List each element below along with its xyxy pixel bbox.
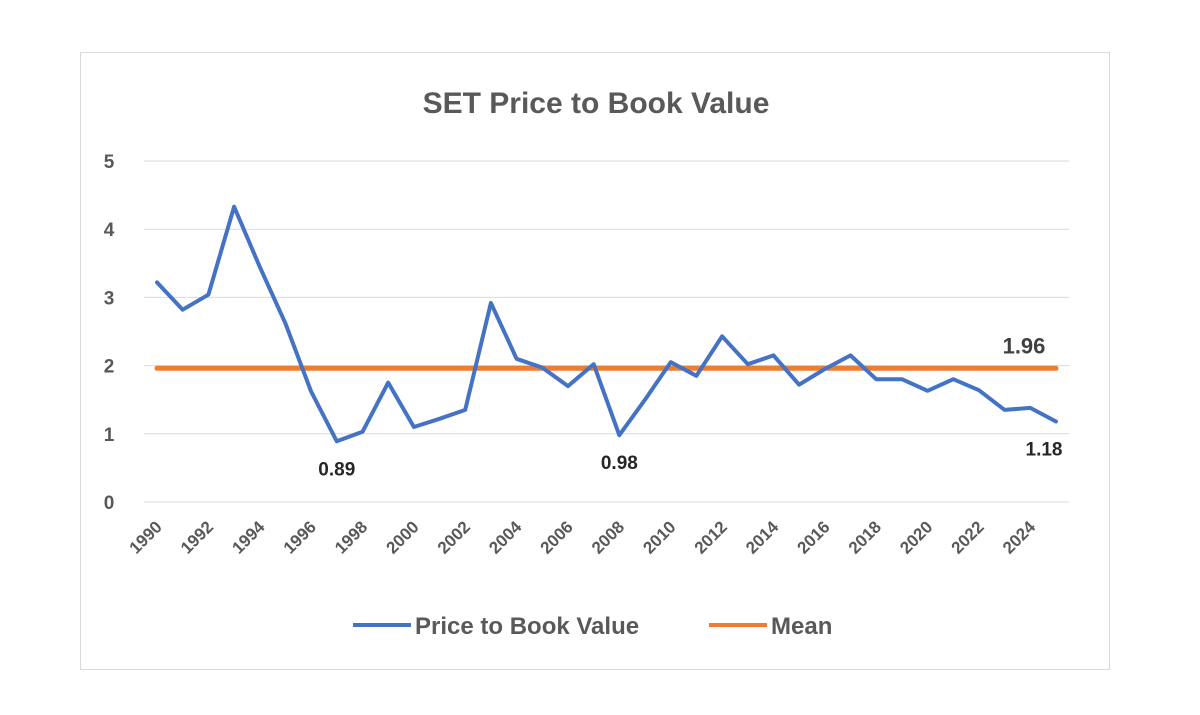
grid (144, 160, 1069, 503)
legend-label-mean: Mean (771, 613, 832, 640)
x-tick-label: 2014 (742, 517, 783, 558)
y-tick-label: 5 (104, 152, 115, 173)
series (154, 204, 1059, 444)
x-tick-label: 1992 (177, 517, 217, 557)
data-label: 0.89 (318, 459, 355, 480)
x-tick-label: 2002 (434, 517, 474, 557)
x-tick-label: 2010 (639, 517, 679, 557)
x-tick-label: 2016 (793, 517, 833, 557)
x-axis-ticks: 1990 1992 1994 1996 1998 2000 2002 2004 2006 2008… (126, 517, 1040, 558)
x-tick-label: 2020 (896, 517, 936, 557)
x-tick-label: 1996 (280, 517, 320, 557)
chart-title: SET Price to Book Value (423, 87, 770, 120)
data-label: 1.18 (1026, 440, 1063, 461)
x-tick-label: 2006 (537, 517, 577, 557)
y-tick-label: 3 (104, 288, 115, 309)
x-tick-label: 1994 (228, 517, 269, 558)
y-tick-label: 2 (104, 357, 115, 378)
y-tick-label: 4 (104, 220, 115, 241)
y-tick-label: 1 (104, 425, 115, 446)
x-tick-label: 2024 (999, 517, 1040, 558)
legend: Price to Book Value Mean (353, 613, 832, 640)
series-line-price-to-book (155, 204, 1058, 444)
legend-label-pbv: Price to Book Value (415, 613, 639, 640)
x-tick-label: 2004 (485, 517, 526, 558)
y-axis-ticks: 0 1 2 3 4 5 (104, 152, 115, 514)
x-tick-label: 1990 (126, 517, 166, 557)
data-label: 1.96 (1003, 333, 1046, 358)
y-tick-label: 0 (104, 493, 115, 514)
x-tick-label: 2008 (588, 517, 628, 557)
data-labels: 0.89 0.98 1.18 1.96 (318, 333, 1062, 480)
x-tick-label: 2012 (691, 517, 731, 557)
x-tick-label: 1998 (331, 517, 371, 557)
x-tick-label: 2022 (948, 517, 988, 557)
x-tick-label: 2018 (845, 517, 885, 557)
data-label: 0.98 (601, 453, 638, 474)
x-tick-label: 2000 (383, 517, 423, 557)
